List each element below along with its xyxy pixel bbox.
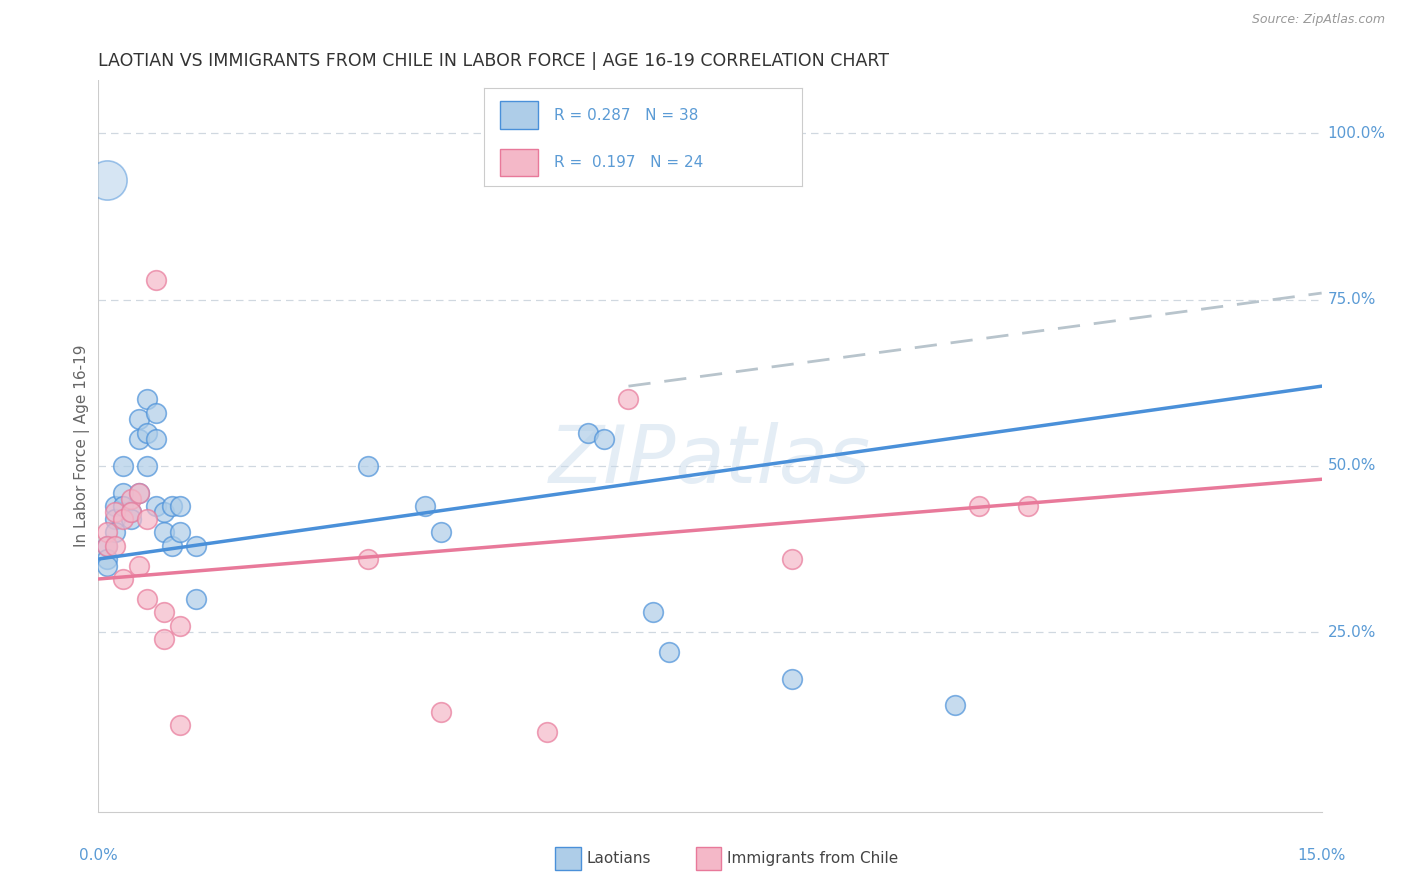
Point xyxy=(413,499,436,513)
Point xyxy=(160,499,183,513)
Text: Laotians: Laotians xyxy=(586,852,651,866)
Point xyxy=(943,698,966,713)
Point xyxy=(96,552,118,566)
Point xyxy=(152,506,174,520)
Point xyxy=(152,632,174,646)
Point xyxy=(593,433,616,447)
Point xyxy=(136,591,159,606)
Point xyxy=(145,406,167,420)
Point xyxy=(128,485,150,500)
Point xyxy=(152,525,174,540)
Point xyxy=(104,506,127,520)
Point xyxy=(617,392,640,407)
Point xyxy=(111,499,134,513)
Point xyxy=(104,539,127,553)
Text: 0.0%: 0.0% xyxy=(79,848,118,863)
Point xyxy=(111,572,134,586)
Point xyxy=(152,605,174,619)
Point xyxy=(136,392,159,407)
Text: 50.0%: 50.0% xyxy=(1327,458,1376,474)
Text: Source: ZipAtlas.com: Source: ZipAtlas.com xyxy=(1251,13,1385,27)
Point xyxy=(356,552,378,566)
Text: 100.0%: 100.0% xyxy=(1327,126,1386,141)
Point xyxy=(96,558,118,573)
Point xyxy=(169,618,191,632)
Point xyxy=(430,525,453,540)
Point xyxy=(120,512,142,526)
Text: LAOTIAN VS IMMIGRANTS FROM CHILE IN LABOR FORCE | AGE 16-19 CORRELATION CHART: LAOTIAN VS IMMIGRANTS FROM CHILE IN LABO… xyxy=(98,53,890,70)
Point xyxy=(186,539,208,553)
Point xyxy=(658,645,681,659)
Point xyxy=(128,558,150,573)
Point xyxy=(780,552,803,566)
Point xyxy=(136,458,159,473)
Point xyxy=(576,425,599,440)
Text: 75.0%: 75.0% xyxy=(1327,293,1376,307)
Point xyxy=(96,539,118,553)
Text: 25.0%: 25.0% xyxy=(1327,624,1376,640)
Point xyxy=(111,485,134,500)
Point xyxy=(136,425,159,440)
Point xyxy=(136,512,159,526)
Point xyxy=(96,525,118,540)
Point xyxy=(111,458,134,473)
Point xyxy=(430,705,453,719)
Point xyxy=(104,525,127,540)
Point xyxy=(96,539,118,553)
Point xyxy=(120,506,142,520)
Point xyxy=(160,539,183,553)
Point xyxy=(96,173,118,187)
Point xyxy=(120,492,142,507)
Point xyxy=(104,499,127,513)
Point xyxy=(967,499,990,513)
Point xyxy=(169,718,191,732)
Y-axis label: In Labor Force | Age 16-19: In Labor Force | Age 16-19 xyxy=(75,344,90,548)
Point xyxy=(145,433,167,447)
Point xyxy=(104,512,127,526)
Text: Immigrants from Chile: Immigrants from Chile xyxy=(727,852,898,866)
Point xyxy=(145,273,167,287)
Point xyxy=(128,485,150,500)
Point xyxy=(169,525,191,540)
Point xyxy=(128,412,150,426)
Point xyxy=(111,512,134,526)
Text: ZIPatlas: ZIPatlas xyxy=(548,422,872,500)
Point xyxy=(186,591,208,606)
Point xyxy=(128,433,150,447)
Point xyxy=(356,458,378,473)
Point xyxy=(641,605,664,619)
Point xyxy=(145,499,167,513)
Point xyxy=(1017,499,1039,513)
Point xyxy=(536,725,558,739)
Point xyxy=(780,672,803,686)
Point xyxy=(120,506,142,520)
Point xyxy=(169,499,191,513)
Text: 15.0%: 15.0% xyxy=(1298,848,1346,863)
